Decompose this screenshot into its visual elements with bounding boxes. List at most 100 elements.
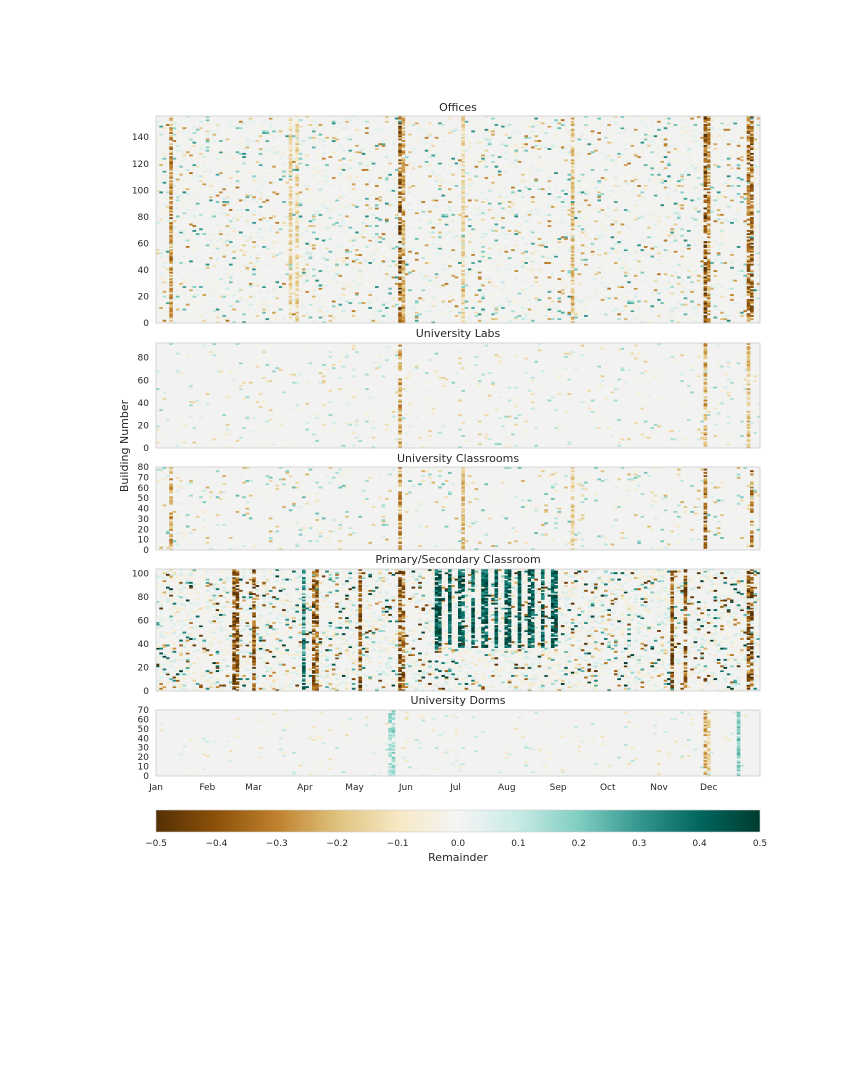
- heatmap-cell: [570, 258, 575, 261]
- heatmap-cell: [703, 130, 708, 133]
- heatmap-cell: [285, 290, 290, 293]
- heatmap-cell: [501, 197, 505, 200]
- heatmap-cell: [590, 168, 595, 171]
- heatmap-cell: [750, 159, 754, 162]
- heatmap-cell: [683, 438, 688, 441]
- heatmap-cell: [285, 135, 290, 138]
- heatmap-cell: [381, 234, 386, 237]
- heatmap-cell: [169, 226, 173, 229]
- heatmap-cell: [706, 270, 711, 272]
- heatmap-cell: [594, 237, 598, 240]
- heatmap-cell: [288, 295, 293, 298]
- heatmap-cell: [706, 151, 711, 154]
- heatmap-cell: [580, 545, 585, 548]
- heatmap-cell: [570, 176, 575, 179]
- heatmap-cell: [657, 314, 661, 317]
- heatmap-cell: [750, 175, 754, 178]
- heatmap-cell: [275, 221, 280, 224]
- heatmap-cell: [245, 127, 250, 130]
- heatmap-cell: [746, 302, 751, 305]
- heatmap-cell: [288, 146, 293, 149]
- heatmap-cell: [507, 268, 512, 271]
- heatmap-cell: [574, 504, 578, 507]
- heatmap-cell: [570, 489, 575, 492]
- heatmap-cell: [288, 239, 293, 242]
- heatmap-cell: [613, 164, 618, 167]
- heatmap-cell: [202, 286, 207, 288]
- heatmap-cell: [219, 201, 223, 203]
- heatmap-cell: [225, 201, 230, 203]
- heatmap-cell: [620, 536, 625, 539]
- heatmap-cell: [235, 310, 240, 313]
- heatmap-cell: [617, 478, 621, 481]
- heatmap-cell: [394, 157, 399, 160]
- heatmap-cell: [653, 266, 658, 269]
- heatmap-cell: [633, 303, 638, 306]
- heatmap-cell: [667, 202, 671, 205]
- heatmap-cell: [156, 189, 160, 192]
- heatmap-cell: [355, 144, 359, 147]
- heatmap-cell: [401, 140, 406, 142]
- heatmap-cell: [491, 284, 495, 287]
- heatmap-cell: [381, 506, 386, 508]
- heatmap-cell: [341, 127, 346, 130]
- heatmap-cell: [521, 173, 525, 176]
- heatmap-cell: [716, 412, 721, 415]
- heatmap-cell: [726, 378, 731, 381]
- heatmap-cell: [338, 303, 343, 306]
- heatmap-cell: [597, 194, 601, 197]
- heatmap-cell: [746, 370, 751, 373]
- heatmap-cell: [570, 160, 575, 163]
- heatmap-cell: [398, 297, 402, 300]
- heatmap-cell: [570, 204, 575, 207]
- heatmap-cell: [720, 183, 724, 186]
- heatmap-cell: [265, 364, 270, 366]
- heatmap-cell: [501, 281, 505, 284]
- heatmap-cell: [507, 415, 512, 418]
- heatmap-cell: [703, 154, 708, 157]
- heatmap-cell: [232, 189, 236, 192]
- heatmap-cell: [521, 265, 525, 268]
- heatmap-cell: [169, 535, 173, 538]
- heatmap-cell: [726, 362, 731, 365]
- heatmap-cell: [501, 217, 505, 219]
- heatmap-cell: [703, 425, 708, 428]
- heatmap-cell: [238, 289, 243, 292]
- heatmap-cell: [703, 271, 708, 274]
- heatmap-cell: [720, 213, 724, 216]
- heatmap-cell: [487, 189, 492, 192]
- heatmap-cell: [703, 399, 708, 402]
- heatmap-cell: [736, 157, 741, 160]
- heatmap-cell: [746, 130, 751, 133]
- heatmap-cell: [311, 298, 316, 301]
- heatmap-cell: [458, 165, 462, 168]
- heatmap-cell: [398, 294, 402, 297]
- heatmap-cell: [288, 133, 293, 136]
- heatmap-cell: [461, 172, 465, 175]
- heatmap-cell: [351, 541, 356, 544]
- heatmap-cell: [703, 165, 708, 168]
- heatmap-cell: [169, 470, 173, 473]
- heatmap-cell: [461, 244, 465, 247]
- heatmap-cell: [169, 165, 173, 168]
- heatmap-cell: [577, 483, 582, 486]
- heatmap-cell: [394, 282, 399, 285]
- heatmap-cell: [192, 229, 197, 232]
- heatmap-cell: [517, 467, 522, 469]
- heatmap-cell: [179, 284, 183, 287]
- heatmap-cell: [750, 170, 754, 173]
- heatmap-cell: [560, 141, 565, 144]
- heatmap-cell: [461, 141, 465, 144]
- heatmap-cell: [428, 435, 432, 437]
- heatmap-cell: [461, 286, 465, 288]
- heatmap-cell: [451, 229, 455, 232]
- heatmap-cell: [398, 509, 402, 512]
- heatmap-cell: [690, 290, 694, 293]
- heatmap-cell: [451, 157, 455, 160]
- heatmap-cell: [487, 138, 492, 141]
- heatmap-cell: [570, 289, 575, 292]
- heatmap-cell: [156, 249, 160, 252]
- heatmap-cell: [706, 305, 711, 308]
- heatmap-cell: [401, 183, 406, 186]
- heatmap-cell: [361, 489, 366, 492]
